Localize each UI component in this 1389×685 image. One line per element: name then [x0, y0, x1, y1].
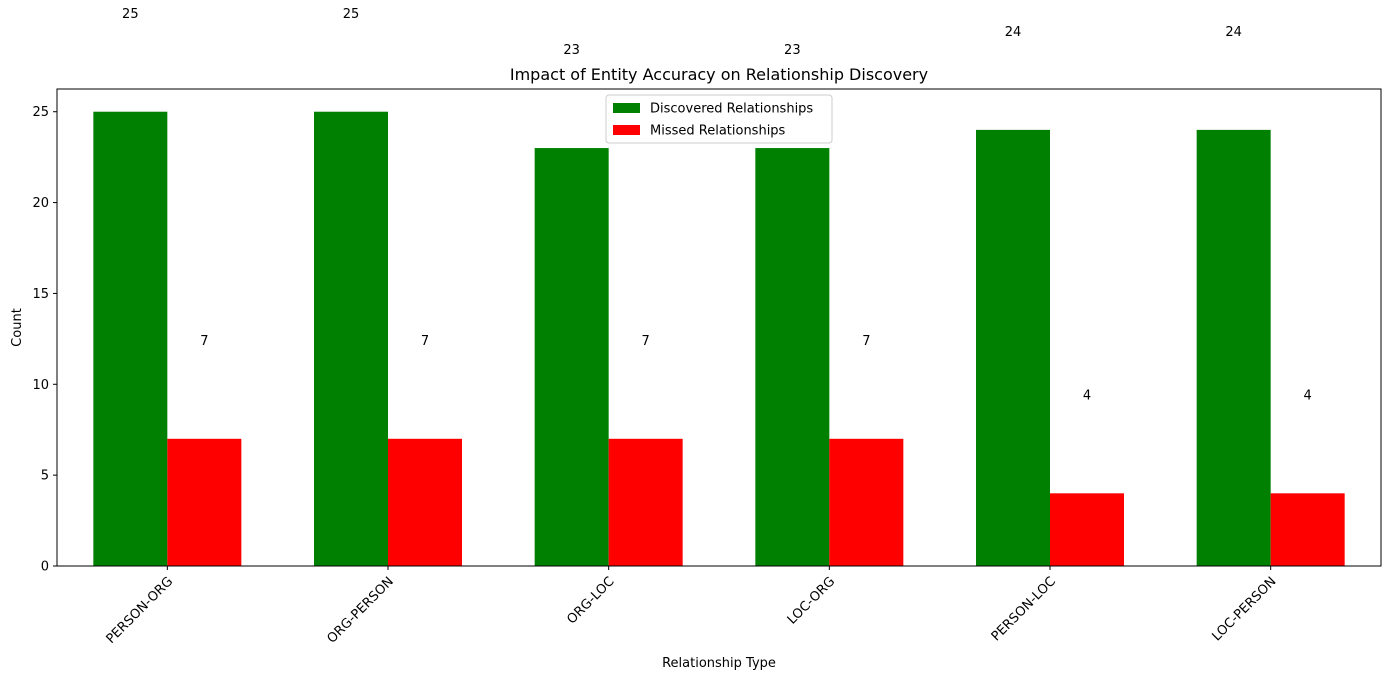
data-label-missed-person-loc: 4	[1083, 388, 1091, 403]
y-tick-label: 20	[32, 196, 49, 211]
bar-discovered-loc-org	[755, 148, 830, 567]
y-tick-label: 0	[41, 560, 49, 575]
bar-missed-person-org	[167, 438, 242, 566]
data-label-discovered-org-person: 25	[343, 7, 360, 22]
chart-title: Impact of Entity Accuracy on Relationshi…	[510, 65, 928, 84]
bar-discovered-org-person	[314, 111, 388, 566]
bar-discovered-loc-person	[1196, 129, 1271, 566]
bar-missed-loc-org	[829, 438, 904, 566]
data-label-missed-loc-org: 7	[862, 334, 870, 349]
x-tick-label: ORG-PERSON	[324, 574, 396, 646]
legend-label-discovered: Discovered Relationships	[650, 102, 813, 117]
bar-missed-person-loc	[1050, 493, 1124, 566]
y-tick-label: 5	[41, 469, 49, 484]
legend-box	[605, 94, 833, 144]
data-label-discovered-org-loc: 23	[563, 43, 580, 58]
bars-layer	[93, 111, 1345, 567]
data-label-missed-org-loc: 7	[642, 334, 650, 349]
y-axis-title: Count	[10, 308, 25, 347]
x-tick-label: PERSON-ORG	[104, 574, 177, 647]
data-labels: 25 7 25 7 23 7 23 7 24 4 24 4	[122, 7, 1312, 404]
x-tick-label: LOC-PERSON	[1209, 574, 1279, 644]
data-label-missed-person-org: 7	[200, 334, 208, 349]
y-tick-label: 15	[32, 287, 49, 302]
data-label-discovered-loc-person: 24	[1225, 25, 1242, 40]
bar-discovered-person-loc	[976, 129, 1050, 566]
legend-swatch-missed	[613, 125, 640, 135]
data-label-discovered-person-org: 25	[122, 7, 139, 22]
bar-discovered-org-loc	[534, 148, 609, 567]
x-axis-ticks: PERSON-ORG ORG-PERSON ORG-LOC LOC-ORG PERSON…	[104, 566, 1279, 647]
x-tick-label: ORG-LOC	[564, 574, 617, 627]
data-label-discovered-loc-org: 23	[784, 43, 801, 58]
plot-frame	[56, 88, 1382, 567]
x-tick-label: PERSON-LOC	[989, 574, 1059, 644]
legend-swatch-discovered	[613, 103, 640, 113]
bar-discovered-person-org	[93, 111, 168, 566]
bar-missed-org-loc	[608, 438, 683, 566]
data-label-discovered-person-loc: 24	[1005, 25, 1022, 40]
legend-items: Discovered Relationships Missed Relations…	[613, 102, 813, 139]
bar-missed-loc-person	[1270, 493, 1345, 566]
data-label-missed-loc-person: 4	[1304, 388, 1312, 403]
y-axis-ticks: 0 5 10 15 20 25	[32, 105, 57, 575]
legend: Discovered Relationships Missed Relations…	[605, 94, 833, 144]
x-axis-title: Relationship Type	[662, 656, 776, 671]
legend-label-missed: Missed Relationships	[650, 124, 786, 139]
axes-layer	[56, 88, 1382, 567]
y-tick-label: 10	[32, 378, 49, 393]
data-label-missed-org-person: 7	[421, 334, 429, 349]
bar-missed-org-person	[388, 438, 462, 566]
x-tick-label: LOC-ORG	[785, 574, 838, 627]
y-tick-label: 25	[32, 105, 49, 120]
